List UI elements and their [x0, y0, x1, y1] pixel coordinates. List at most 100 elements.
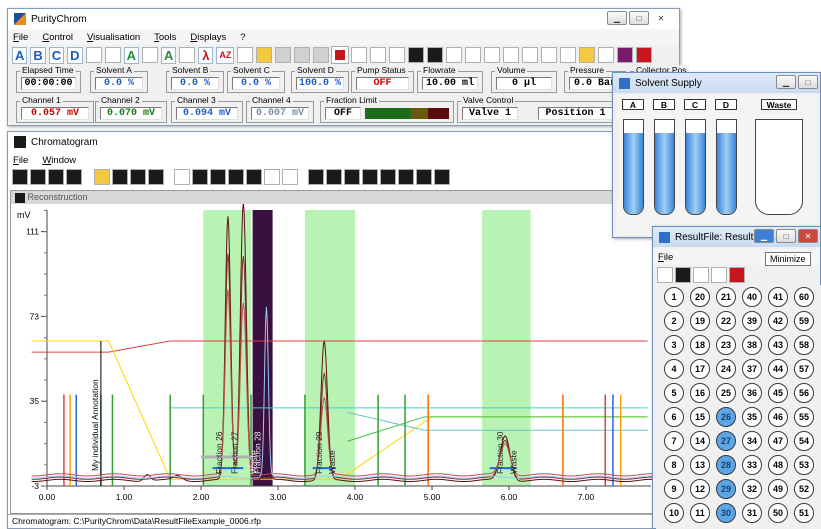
result-menu-file[interactable]: File — [658, 251, 674, 263]
vial-37[interactable]: 37 — [742, 359, 762, 379]
menu-file[interactable]: File — [13, 31, 29, 43]
vial-19[interactable]: 19 — [690, 311, 710, 331]
vial-55[interactable]: 55 — [794, 407, 814, 427]
vial-40[interactable]: 40 — [742, 287, 762, 307]
chrom-channel4-icon[interactable] — [362, 169, 378, 185]
minimize-icon[interactable]: ▁ — [607, 11, 627, 25]
valve-position-select[interactable]: Position 1 — [538, 107, 613, 120]
vial-3[interactable]: 3 — [664, 335, 684, 355]
pause-icon[interactable] — [294, 47, 311, 63]
chromatogram-chart[interactable]: mV 111 73 35 -30.00 1.00 2.00 3.00 4.00 5.00 6.00 7… — [11, 204, 659, 513]
chart3-icon[interactable] — [427, 47, 444, 63]
vial-51[interactable]: 51 — [794, 503, 814, 523]
vial-21[interactable]: 21 — [716, 287, 736, 307]
vial-2[interactable]: 2 — [664, 311, 684, 331]
chrom-channel3-icon[interactable] — [344, 169, 360, 185]
solvent-a-button[interactable]: A — [12, 46, 28, 64]
gradient-icon[interactable] — [85, 47, 102, 63]
vial-39[interactable]: 39 — [742, 311, 762, 331]
result-export-icon[interactable] — [711, 267, 727, 283]
vial-50[interactable]: 50 — [768, 503, 788, 523]
chrom-t10-icon[interactable] — [380, 169, 396, 185]
rack-icon[interactable] — [503, 47, 520, 63]
stop-icon[interactable] — [331, 46, 350, 64]
vial-49[interactable]: 49 — [768, 479, 788, 499]
vial-12[interactable]: 12 — [690, 479, 710, 499]
display3-icon[interactable] — [484, 47, 501, 63]
wave-icon[interactable] — [237, 47, 254, 63]
menu-control[interactable]: Control — [42, 31, 73, 43]
result-minimize-icon[interactable]: ▁ — [754, 229, 774, 243]
vial-14[interactable]: 14 — [690, 431, 710, 451]
vial-60[interactable]: 60 — [794, 287, 814, 307]
vial-34[interactable]: 34 — [742, 431, 762, 451]
vial-45[interactable]: 45 — [768, 383, 788, 403]
solvent-b-button[interactable]: B — [30, 46, 46, 64]
tools-icon[interactable] — [541, 47, 558, 63]
chrom-t5-icon[interactable] — [192, 169, 208, 185]
chrom-view2-icon[interactable] — [30, 169, 46, 185]
lambda-button[interactable]: λ — [198, 46, 214, 64]
chrom-t2-icon[interactable] — [130, 169, 146, 185]
vial-30[interactable]: 30 — [716, 503, 736, 523]
vial-27[interactable]: 27 — [716, 431, 736, 451]
chrom-t13-icon[interactable] — [434, 169, 450, 185]
vial-54[interactable]: 54 — [794, 431, 814, 451]
result-chart-icon[interactable] — [675, 267, 691, 283]
chrom-t9-icon[interactable] — [264, 169, 280, 185]
chrom-menu-window[interactable]: Window — [42, 154, 77, 166]
vial-32[interactable]: 32 — [742, 479, 762, 499]
vial-52[interactable]: 52 — [794, 479, 814, 499]
vial-4[interactable]: 4 — [664, 359, 684, 379]
play-icon[interactable] — [275, 47, 292, 63]
channel-a2-button[interactable]: A — [160, 46, 177, 64]
chrom-t4-icon[interactable] — [174, 169, 190, 185]
vial-1[interactable]: 1 — [664, 287, 684, 307]
chrom-view1-icon[interactable] — [12, 169, 28, 185]
grid-icon[interactable] — [370, 47, 387, 63]
result-rack-icon[interactable] — [657, 267, 673, 283]
vial-58[interactable]: 58 — [794, 335, 814, 355]
vial-57[interactable]: 57 — [794, 359, 814, 379]
vial-53[interactable]: 53 — [794, 455, 814, 475]
solvent-icon[interactable] — [522, 47, 539, 63]
result-maximize-icon[interactable]: □ — [776, 229, 796, 243]
vial-35[interactable]: 35 — [742, 407, 762, 427]
chrom-print-icon[interactable] — [282, 169, 298, 185]
vial-8[interactable]: 8 — [664, 455, 684, 475]
chrom-t7-icon[interactable] — [228, 169, 244, 185]
chrom-t1-icon[interactable] — [112, 169, 128, 185]
valve-select[interactable]: Valve 1 — [462, 107, 518, 120]
close-icon[interactable]: ✕ — [657, 13, 665, 23]
channel-a-button[interactable]: A — [123, 46, 139, 64]
solvent-d-button[interactable]: D — [67, 46, 83, 64]
exit-icon[interactable] — [636, 47, 653, 63]
users-icon[interactable] — [560, 47, 577, 63]
chrom-open-icon[interactable] — [94, 169, 110, 185]
chrom-t11-icon[interactable] — [398, 169, 414, 185]
vial-11[interactable]: 11 — [690, 503, 710, 523]
drop-icon[interactable] — [141, 47, 158, 63]
menu-help[interactable]: ? — [240, 31, 246, 43]
vial-26[interactable]: 26 — [716, 407, 736, 427]
vial-7[interactable]: 7 — [664, 431, 684, 451]
result-exit-icon[interactable] — [729, 267, 745, 283]
vial-13[interactable]: 13 — [690, 455, 710, 475]
solvent-c-button[interactable]: C — [48, 46, 65, 64]
vial-44[interactable]: 44 — [768, 359, 788, 379]
maximize-icon[interactable]: □ — [629, 11, 649, 25]
chart-icon[interactable] — [389, 47, 406, 63]
solvent-maximize-icon[interactable]: □ — [798, 75, 818, 89]
vial-22[interactable]: 22 — [716, 311, 736, 331]
print-icon[interactable] — [598, 47, 615, 63]
vial-38[interactable]: 38 — [742, 335, 762, 355]
vial-17[interactable]: 17 — [690, 359, 710, 379]
result-tubes-icon[interactable] — [693, 267, 709, 283]
lock-icon[interactable] — [579, 47, 596, 63]
vial-29[interactable]: 29 — [716, 479, 736, 499]
solvent-minimize-icon[interactable]: ▁ — [776, 75, 796, 89]
vial-10[interactable]: 10 — [664, 503, 684, 523]
vial-48[interactable]: 48 — [768, 455, 788, 475]
vial-9[interactable]: 9 — [664, 479, 684, 499]
vial-28[interactable]: 28 — [716, 455, 736, 475]
